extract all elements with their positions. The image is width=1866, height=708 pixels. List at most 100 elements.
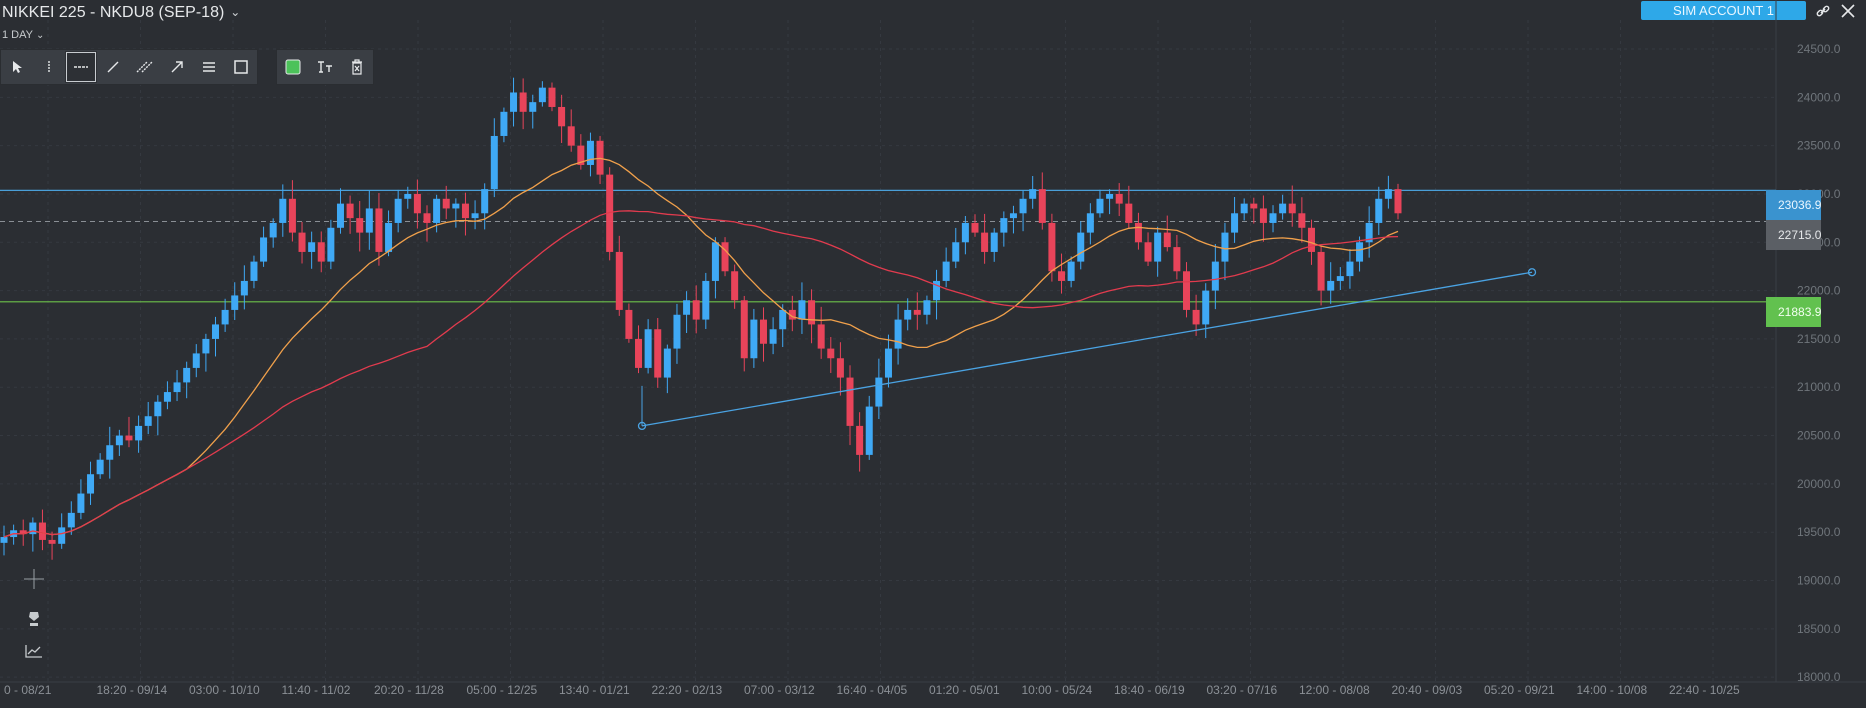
candle-body [635,338,643,368]
x-tick-label: 16:40 - 04/05 [837,683,908,697]
close-icon[interactable] [1838,1,1858,21]
x-tick-label: 11:40 - 11/02 [282,683,351,697]
candle-body [260,237,268,262]
candle-body [1029,189,1037,199]
timeframe-label: 1 DAY [2,29,33,41]
candle-body [808,300,816,325]
chevron-down-icon: ⌄ [230,5,241,19]
pen-icon[interactable] [20,605,48,633]
y-tick-label: 18000.0 [1797,670,1841,684]
x-tick-label: 10:00 - 05/24 [1022,683,1093,697]
color-swatch-icon[interactable] [277,51,309,83]
y-tick-label: 24000.0 [1797,90,1841,104]
crosshair-icon[interactable] [20,565,48,593]
symbol-title: NIKKEI 225 - NKDU8 (SEP-18) [2,4,225,21]
cursor-icon[interactable] [1,51,33,83]
top-bar: NIKKEI 225 - NKDU8 (SEP-18) ⌄ SIM ACCOUNT… [0,0,1866,28]
delete-icon[interactable] [341,51,373,83]
y-tick-label: 21000.0 [1797,380,1841,394]
candle-body [865,406,873,455]
candle-body [1144,242,1152,262]
candle-body [96,459,104,475]
candle-body [971,222,979,233]
support-price-tag[interactable]: 21883.9 [1766,297,1822,327]
candle-body [788,309,796,320]
candle-body [452,203,460,209]
y-tick-label: 24500.0 [1797,42,1841,56]
fibonacci-icon[interactable] [193,51,225,83]
y-tick-label: 19000.0 [1797,574,1841,588]
candle-body [1202,290,1210,325]
candle-body [558,106,566,127]
candle-body [433,198,441,223]
x-tick-label: 03:00 - 10/10 [189,683,260,697]
candle-body [990,232,998,252]
candle-body [846,377,854,426]
candle-body [279,198,287,223]
resistance-price-tag[interactable]: 23036.9 [1766,190,1822,220]
indicator-icon[interactable] [20,637,48,665]
candle-body [1173,247,1181,272]
candle-body [144,416,152,426]
arrow-icon[interactable] [161,51,193,83]
x-tick-label: 13:40 - 01/21 [559,683,630,697]
candle-body [711,242,719,281]
last-price-tag[interactable]: 22715.0 [1766,220,1822,250]
candle-body [519,92,527,112]
trend-line-handle [1527,268,1537,277]
y-tick-label: 18500.0 [1797,622,1841,636]
parallel-channel-icon[interactable] [129,51,161,83]
text-tool-icon[interactable] [309,51,341,83]
horizontal-line-icon[interactable] [65,51,97,83]
candle-body [817,324,825,349]
candle-body [461,203,469,219]
candle-body [1106,193,1114,199]
candle-body [1115,193,1123,204]
candle-body [875,377,883,407]
candle-body [606,174,614,252]
vertical-line-icon[interactable] [33,51,65,83]
candle-body [490,135,498,190]
link-icon[interactable] [1813,1,1833,21]
candle-body [798,300,806,320]
x-tick-label: 22:20 - 02/13 [652,683,723,697]
candle-body [77,493,85,513]
candle-body [1259,208,1267,223]
timeframe-selector[interactable]: 1 DAY ⌄ [2,29,44,41]
candle-body [481,189,489,214]
candle-body [1356,242,1364,262]
candle-body [375,208,383,252]
trend-line-icon[interactable] [97,51,129,83]
x-tick-label: 12:00 - 08/08 [1299,683,1370,697]
candle-body [548,87,556,107]
x-tick-label: 01:20 - 05/01 [929,683,1000,697]
candle-body [961,222,969,243]
candle-body [1384,189,1392,199]
candle-body [135,425,143,441]
candle-body [0,537,8,543]
candle-body [769,329,777,344]
account-button[interactable]: SIM ACCOUNT 1 [1641,1,1806,20]
y-tick-label: 20000.0 [1797,477,1841,491]
candle-body [19,530,27,535]
candle-body [740,300,748,359]
trend-line-drawing [641,271,1533,427]
candle-body [1211,261,1219,291]
candle-body [836,358,844,378]
candle-body [125,435,133,441]
x-tick-label: 03:20 - 07/16 [1207,683,1278,697]
candle-body [510,92,518,112]
candle-body [500,111,508,136]
candle-body [106,445,114,460]
symbol-selector[interactable]: NIKKEI 225 - NKDU8 (SEP-18) ⌄ [2,4,240,22]
candle-body [933,280,941,301]
candle-body [981,232,989,252]
candle-body [385,222,393,252]
candle-body [731,271,739,301]
ma-slow-line [3,210,1399,538]
rectangle-icon[interactable] [225,51,257,83]
candle-body [1086,213,1094,233]
ma-fast-line [3,157,1399,538]
candle-body [308,242,316,252]
